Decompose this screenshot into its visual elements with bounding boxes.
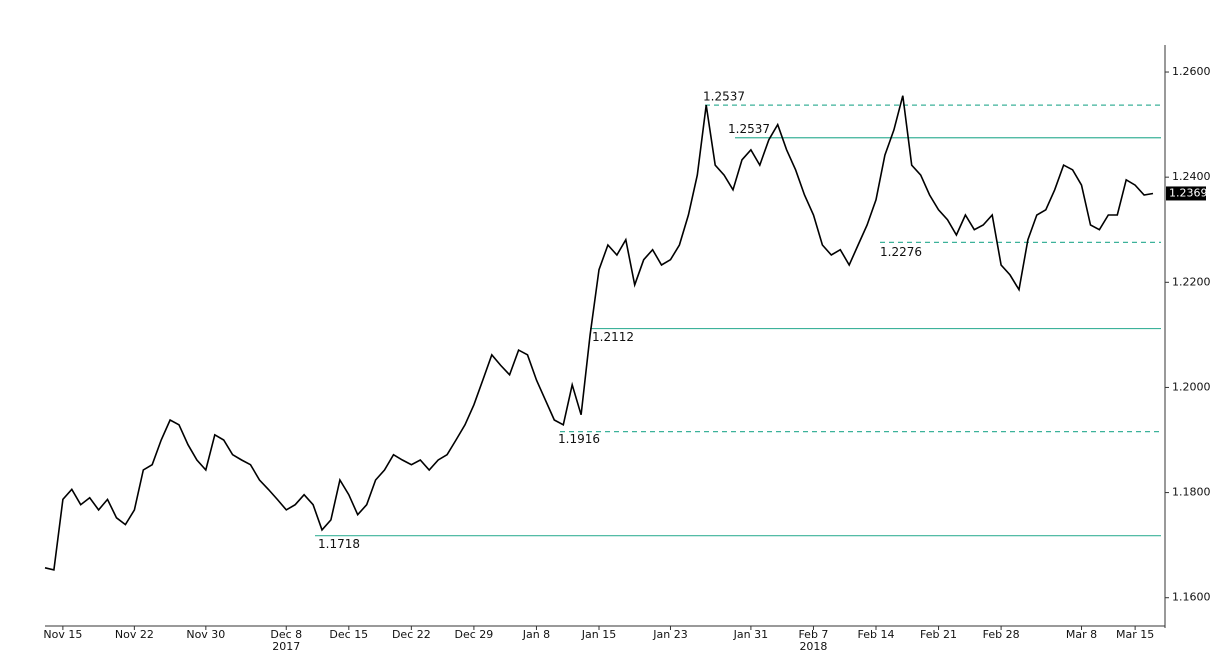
last-value-box xyxy=(1166,186,1206,201)
x-tick-label: Feb 21 xyxy=(920,628,957,641)
note: 1.2537 xyxy=(728,122,770,136)
y-tick-label: 1.2400 xyxy=(1172,170,1211,183)
x-tick-label: Mar 8 xyxy=(1066,628,1097,641)
x-tick-label: Jan 31 xyxy=(733,628,768,641)
x-tick-label: Nov 30 xyxy=(186,628,225,641)
level-label: 1.2537 xyxy=(703,90,745,104)
last-value-label: 1.2369 xyxy=(1169,186,1208,199)
price-line xyxy=(44,95,1154,571)
x-tick-label: Jan 8 xyxy=(522,628,550,641)
y-tick-label: 1.2600 xyxy=(1172,65,1211,78)
y-tick-label: 1.1800 xyxy=(1172,486,1211,499)
x-tick-label: Nov 22 xyxy=(115,628,154,641)
x-tick-label: Dec 15 xyxy=(329,628,368,641)
x-tick-label: Jan 23 xyxy=(652,628,687,641)
x-year-label: 2018 xyxy=(799,640,827,653)
y-tick-label: 1.2000 xyxy=(1172,380,1211,393)
y-tick-label: 1.2200 xyxy=(1172,275,1211,288)
level-label: 1.1916 xyxy=(558,432,600,446)
x-tick-label: Jan 15 xyxy=(581,628,616,641)
level-label: 1.2112 xyxy=(592,330,634,344)
x-tick-label: Feb 28 xyxy=(983,628,1020,641)
x-tick-label: Dec 22 xyxy=(392,628,431,641)
x-tick-label: Dec 8 xyxy=(270,628,302,641)
x-tick-label: Mar 15 xyxy=(1116,628,1154,641)
level-label: 1.1718 xyxy=(318,537,360,551)
x-tick-label: Dec 29 xyxy=(455,628,494,641)
y-tick-label: 1.1600 xyxy=(1172,591,1211,604)
x-tick-label: Feb 7 xyxy=(798,628,828,641)
x-year-label: 2017 xyxy=(272,640,300,653)
x-tick-label: Feb 14 xyxy=(858,628,895,641)
level-label: 1.2276 xyxy=(880,245,922,259)
x-tick-label: Nov 15 xyxy=(43,628,82,641)
